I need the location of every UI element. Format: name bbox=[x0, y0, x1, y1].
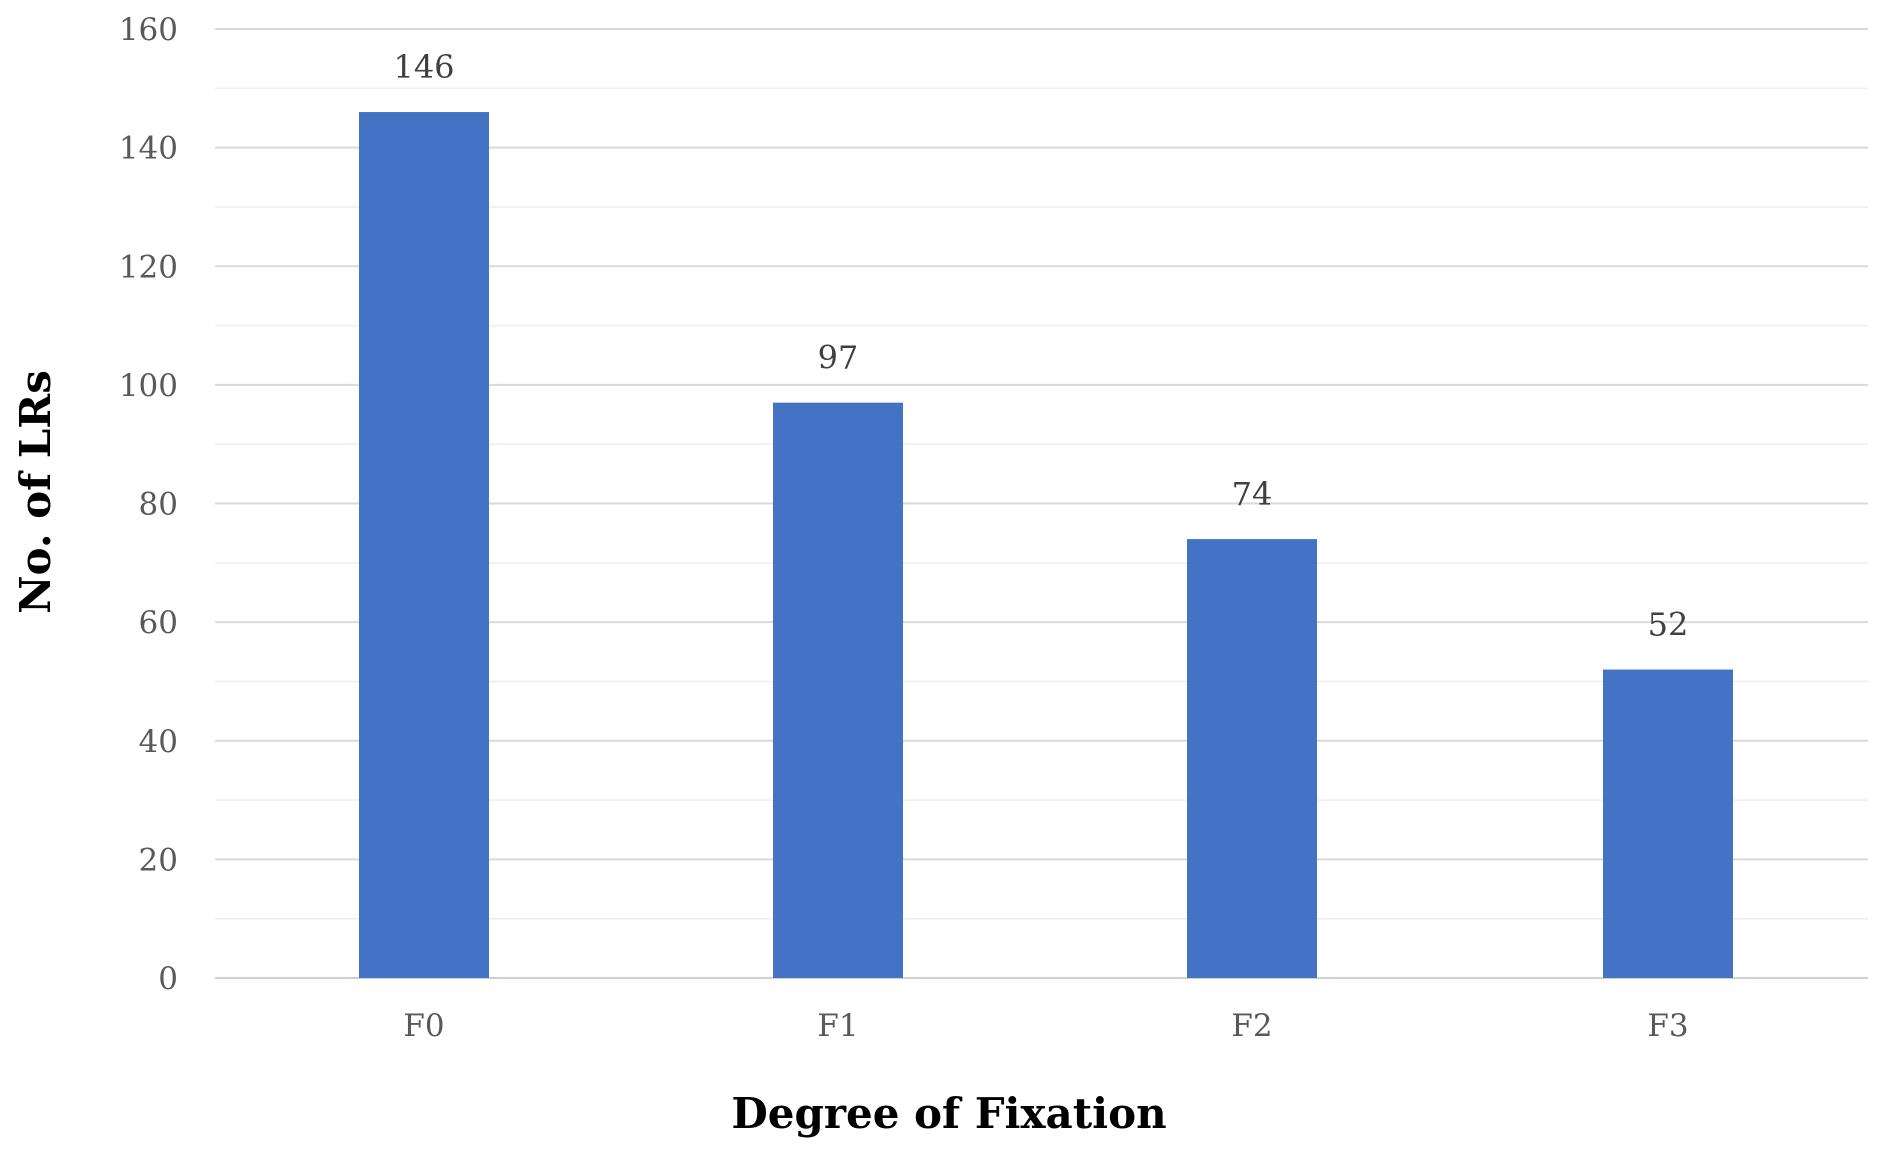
y-tick-label: 160 bbox=[119, 12, 178, 48]
y-tick-label: 120 bbox=[119, 249, 178, 285]
y-axis-title: No. of LRs bbox=[11, 370, 60, 614]
y-tick-label: 20 bbox=[139, 842, 178, 878]
x-tick-label-f1: F1 bbox=[817, 1008, 858, 1044]
data-label-f2: 74 bbox=[1232, 475, 1273, 513]
gridlines bbox=[215, 28, 1868, 979]
x-tick-label-f2: F2 bbox=[1231, 1008, 1272, 1044]
data-labels: 146 97 74 52 bbox=[393, 48, 1688, 644]
data-label-f0: 146 bbox=[393, 48, 454, 86]
bar-f0 bbox=[359, 112, 489, 979]
bar-f1 bbox=[773, 402, 903, 978]
y-tick-label: 40 bbox=[139, 724, 178, 760]
x-tick-label-f0: F0 bbox=[403, 1008, 444, 1044]
y-tick-label: 60 bbox=[139, 605, 178, 641]
bar-f2 bbox=[1187, 539, 1317, 978]
y-tick-label: 0 bbox=[158, 961, 178, 997]
y-axis-ticks: 0 20 40 60 80 100 120 140 160 bbox=[119, 12, 178, 997]
y-tick-label: 140 bbox=[119, 131, 178, 167]
y-tick-label: 100 bbox=[119, 368, 178, 404]
x-axis-title: Degree of Fixation bbox=[731, 1089, 1166, 1138]
y-tick-label: 80 bbox=[139, 487, 178, 523]
bars bbox=[359, 112, 1733, 979]
data-label-f3: 52 bbox=[1648, 606, 1689, 644]
bar-f3 bbox=[1603, 669, 1733, 978]
data-label-f1: 97 bbox=[818, 339, 859, 377]
x-tick-label-f3: F3 bbox=[1647, 1008, 1688, 1044]
x-axis-ticks: F0 F1 F2 F3 bbox=[403, 1008, 1688, 1044]
